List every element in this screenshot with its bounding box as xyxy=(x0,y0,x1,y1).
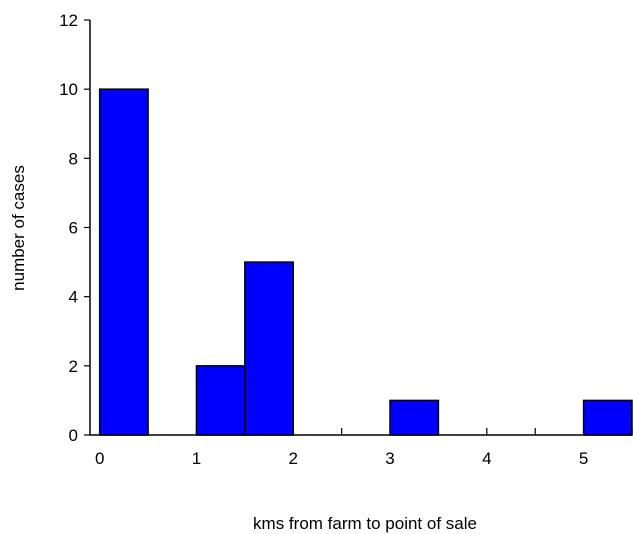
y-ticks-group: 0 2 4 6 8 10 12 xyxy=(59,11,90,445)
y-tick-label: 4 xyxy=(69,288,78,307)
bars-group xyxy=(98,88,633,436)
x-ticks-group: 0 1 2 3 4 5 xyxy=(95,428,633,468)
bar-0 xyxy=(98,88,149,436)
bar-3 xyxy=(244,261,295,436)
bar-6 xyxy=(389,399,440,436)
axes-group xyxy=(89,20,632,436)
y-axis-title: number of cases xyxy=(9,165,28,291)
x-tick-label: 4 xyxy=(482,449,491,468)
x-tick-label: 2 xyxy=(289,449,298,468)
y-tick-label: 2 xyxy=(69,357,78,376)
y-tick-label: 6 xyxy=(69,219,78,238)
bar-2 xyxy=(195,365,246,436)
y-tick-label: 8 xyxy=(69,149,78,168)
x-tick-label: 1 xyxy=(192,449,201,468)
x-tick-label: 0 xyxy=(95,449,104,468)
x-axis-title: kms from farm to point of sale xyxy=(253,514,477,533)
bar-10 xyxy=(582,399,633,436)
y-tick-label: 0 xyxy=(69,426,78,445)
y-tick-label: 10 xyxy=(59,80,78,99)
y-tick-label: 12 xyxy=(59,11,78,30)
x-tick-label: 5 xyxy=(579,449,588,468)
x-tick-label: 3 xyxy=(385,449,394,468)
